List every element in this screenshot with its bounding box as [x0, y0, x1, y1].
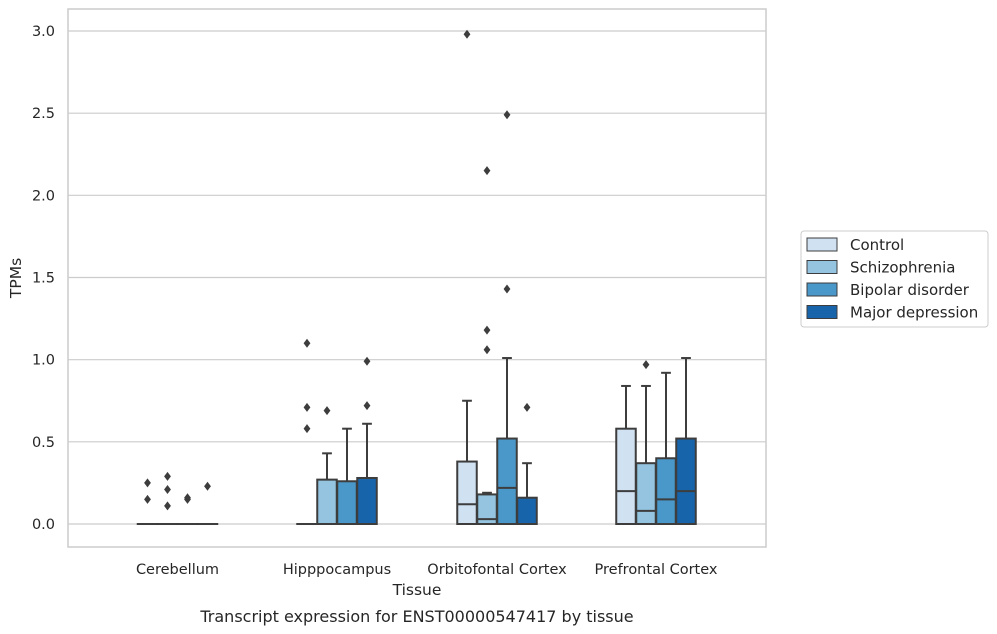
- x-tick-label: Prefrontal Cortex: [595, 562, 718, 578]
- plot-frame: [67, 8, 767, 548]
- outlier-point: [164, 484, 171, 494]
- y-tick-label: 0.5: [32, 435, 55, 451]
- box-major-depression: [196, 481, 219, 526]
- box-schizophrenia: [316, 406, 338, 526]
- box-body: [356, 476, 378, 525]
- box-bipolar-disorder: [496, 110, 518, 525]
- outlier-point: [463, 29, 471, 39]
- legend-label: Major depression: [850, 304, 978, 322]
- box-control: [456, 29, 478, 526]
- outlier-point: [164, 501, 171, 511]
- box-schizophrenia: [156, 471, 179, 526]
- legend-items: Control Schizophrenia Bipolar disorder Majo…: [806, 236, 978, 322]
- y-tick-label: 2.5: [32, 106, 55, 122]
- legend-frame: [800, 230, 989, 328]
- box-schizophrenia: [635, 360, 657, 525]
- box-body: [615, 427, 637, 526]
- x-tick-label: Orbitofontal Cortex: [427, 562, 567, 578]
- box-body: [516, 496, 538, 525]
- box-major-depression: [356, 356, 378, 525]
- outlier-point: [363, 401, 371, 411]
- legend-label: Control: [850, 236, 904, 254]
- box-body: [655, 457, 677, 525]
- legend-swatch: [806, 282, 838, 297]
- box-control: [296, 338, 318, 526]
- legend-label: Schizophrenia: [850, 259, 955, 277]
- outlier-point: [303, 338, 311, 348]
- y-tick-label: 3.0: [32, 24, 55, 40]
- y-axis-label: TPMs: [7, 258, 25, 299]
- box-body: [675, 437, 697, 525]
- outlier-point: [642, 360, 650, 370]
- legend-swatch: [806, 237, 838, 252]
- legend-swatch: [806, 260, 838, 274]
- box-major-depression: [516, 402, 538, 525]
- outlier-point: [164, 471, 171, 481]
- box-bipolar-disorder: [655, 371, 677, 525]
- outlier-point: [483, 345, 491, 355]
- outlier-point: [144, 478, 151, 488]
- gridlines: [68, 30, 766, 525]
- outlier-point: [204, 481, 211, 491]
- x-tick-labels: Cerebellum Hipppocampus Orbitofontal Corte…: [136, 562, 718, 578]
- outlier-point: [363, 356, 371, 366]
- box-body: [635, 462, 657, 525]
- legend: Control Schizophrenia Bipolar disorder Majo…: [800, 230, 989, 328]
- box-body: [456, 460, 478, 526]
- outlier-point: [184, 494, 191, 504]
- box-major-depression: [675, 357, 697, 525]
- y-tick-label: 1.0: [32, 353, 55, 369]
- outlier-point: [483, 166, 491, 176]
- y-tick-label: 2.0: [32, 188, 55, 204]
- boxes: [136, 29, 697, 526]
- y-tick-labels: 0.0 0.5 1.0 1.5 2.0 2.5 3.0: [32, 24, 55, 533]
- outlier-point: [503, 110, 511, 120]
- box-body: [316, 478, 338, 526]
- outlier-point: [303, 402, 311, 412]
- box-bipolar-disorder: [336, 427, 358, 526]
- box-control: [136, 478, 159, 526]
- x-axis-label: Tissue: [392, 581, 442, 599]
- outlier-point: [303, 424, 311, 434]
- y-tick-label: 0.0: [32, 517, 55, 533]
- box-schizophrenia: [476, 166, 498, 526]
- box-control: [615, 384, 637, 526]
- x-tick-label: Cerebellum: [136, 562, 219, 578]
- outlier-point: [323, 406, 331, 416]
- box-body: [336, 480, 358, 526]
- chart-caption: Transcript expression for ENST0000054741…: [199, 607, 633, 626]
- box-body: [496, 437, 518, 525]
- outlier-point: [523, 402, 531, 412]
- y-tick-label: 1.5: [32, 271, 55, 287]
- outlier-point: [503, 284, 511, 294]
- box-bipolar-disorder: [176, 493, 199, 526]
- outlier-point: [483, 325, 491, 335]
- x-tick-label: Hipppocampus: [283, 562, 391, 578]
- legend-label: Bipolar disorder: [850, 281, 970, 299]
- outlier-point: [144, 494, 151, 504]
- legend-swatch: [806, 305, 838, 319]
